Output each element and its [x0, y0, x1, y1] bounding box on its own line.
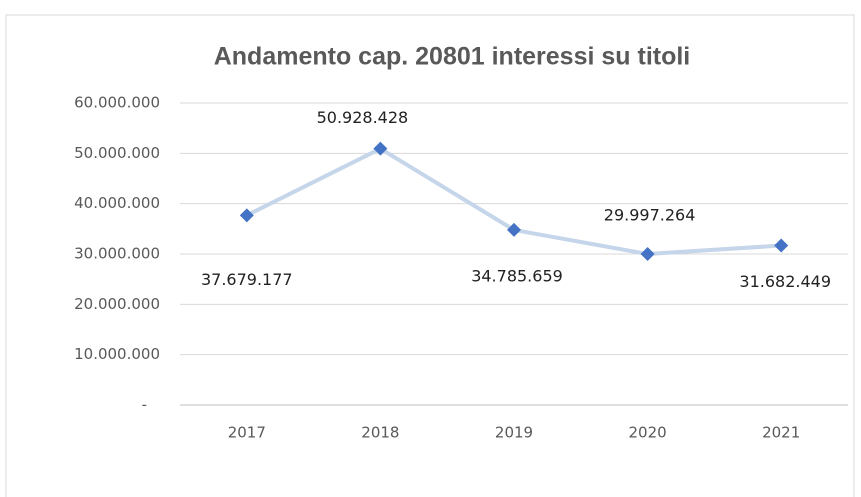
data-label: 34.785.659: [471, 266, 563, 285]
marker: [373, 141, 388, 156]
chart-title: Andamento cap. 20801 interessi su titoli: [214, 43, 691, 71]
data-label: 31.682.449: [739, 272, 831, 291]
y-tick-label: 20.000.000: [74, 295, 160, 313]
marker: [507, 222, 521, 237]
marker: [774, 238, 789, 253]
marker: [640, 247, 655, 262]
y-tick-label: 50.000.000: [74, 144, 160, 162]
x-tick-label: 2021: [762, 424, 800, 442]
y-tick-label: 40.000.000: [74, 194, 160, 212]
y-tick-label: 30.000.000: [74, 245, 160, 263]
x-tick-label: 2019: [495, 424, 533, 442]
chart-border: [5, 14, 855, 497]
marker: [239, 208, 254, 223]
data-label: 29.997.264: [604, 206, 696, 225]
x-tick-label: 2017: [228, 424, 266, 442]
data-label: 37.679.177: [201, 270, 293, 289]
y-tick-label: -: [142, 396, 147, 414]
y-tick-label: 60.000.000: [74, 94, 160, 112]
y-tick-label: 10.000.000: [74, 345, 160, 363]
data-label: 50.928.428: [317, 108, 409, 127]
x-tick-label: 2018: [361, 424, 399, 442]
x-tick-label: 2020: [629, 424, 667, 442]
